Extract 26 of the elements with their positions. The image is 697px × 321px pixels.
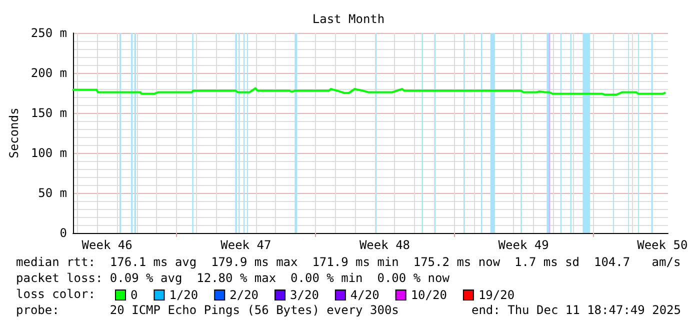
- x-tick-label: Week 46: [82, 238, 132, 252]
- x-tick-label: Week 48: [359, 238, 410, 252]
- legend-label: 2/20: [230, 288, 259, 302]
- y-tick-label: 250 m: [30, 26, 68, 40]
- text: median rtt: 176.1 ms avg 179.9 ms max 171.9 ms min 175.2 ms now 1.7 ms sd 104.7 am/s: [16, 255, 681, 269]
- y-tick-label: 100 m: [30, 146, 68, 160]
- legend-label: 0: [130, 288, 138, 302]
- legend-label: 19/20: [478, 288, 515, 302]
- x-tick-label: Week 50: [637, 238, 688, 252]
- text: loss color:: [16, 287, 96, 301]
- y-tick-label: 200 m: [30, 66, 68, 80]
- text: end: Thu Dec 11 18:47:49 2025: [471, 303, 681, 317]
- legend-label: 4/20: [350, 288, 380, 302]
- legend-label: 10/20: [410, 288, 447, 302]
- line-series: [72, 87, 666, 96]
- text: packet loss: 0.09 % avg 12.80 % max 0.00 % min 0.00 % now: [16, 271, 450, 285]
- chart-title: Last Month: [312, 12, 385, 26]
- x-tick-label: Week 49: [498, 238, 549, 252]
- y-tick-label: 150 m: [30, 106, 68, 120]
- y-axis-title: Seconds: [7, 108, 21, 158]
- text: probe: 20 ICMP Echo Pings (56 Bytes) every 300s: [16, 303, 399, 317]
- x-tick-label: Week 47: [220, 238, 272, 252]
- y-tick-label: 0: [60, 226, 68, 240]
- legend-label: 3/20: [290, 288, 319, 302]
- legend-label: 1/20: [169, 288, 198, 302]
- y-tick-label: 50 m: [38, 186, 68, 200]
